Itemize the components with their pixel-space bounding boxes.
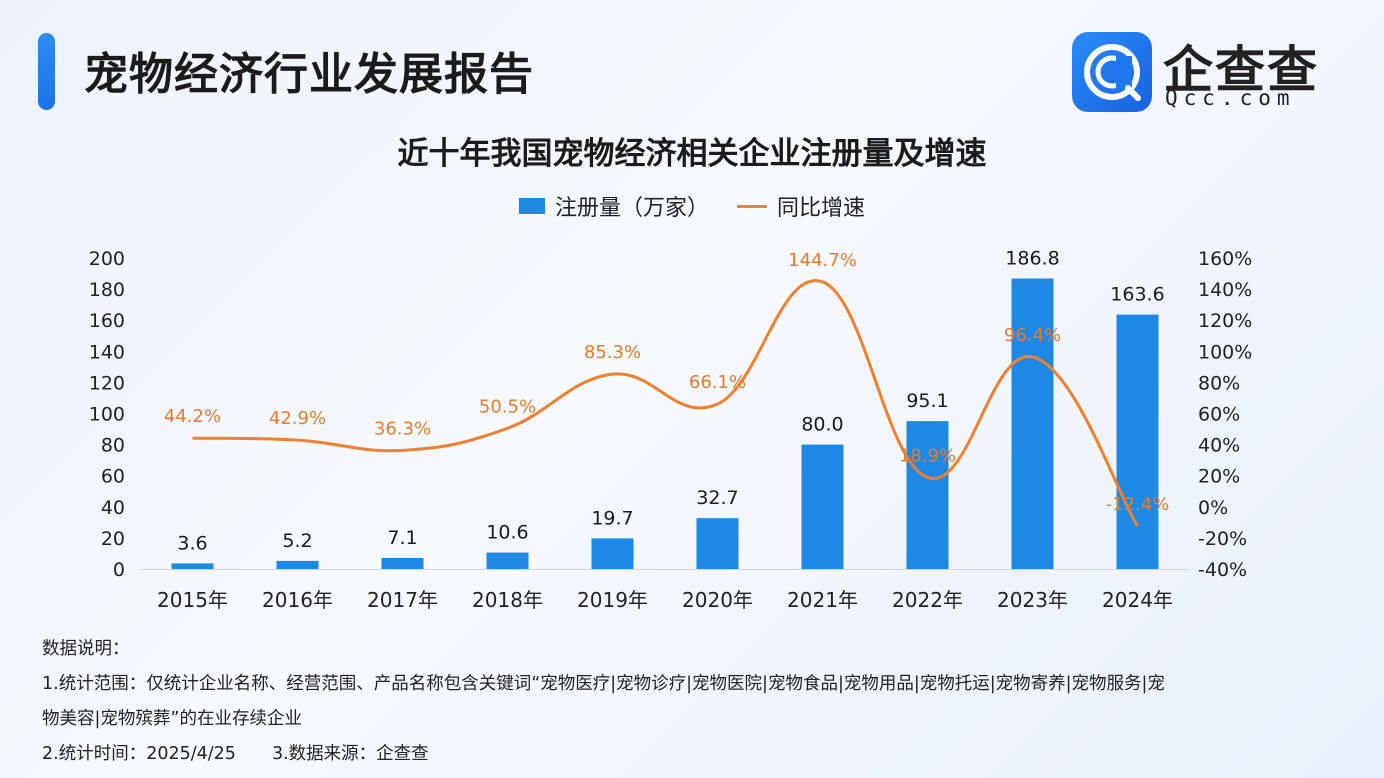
x-axis-tick-label: 2023年 [997, 588, 1068, 612]
bar [801, 444, 844, 569]
bar [1011, 278, 1054, 569]
legend-bar-label: 注册量（万家） [554, 196, 709, 221]
left-axis-tick-label: 80 [101, 435, 125, 457]
report-title: 宠物经济行业发展报告 [84, 49, 534, 100]
x-axis-tick-label: 2024年 [1102, 588, 1173, 612]
right-axis-tick-label: 120% [1198, 310, 1252, 332]
chart-title: 近十年我国宠物经济相关企业注册量及增速 [397, 136, 987, 172]
right-axis-tick-label: -40% [1198, 559, 1247, 581]
right-axis-tick-label: 0% [1198, 497, 1228, 519]
bar [1116, 314, 1159, 569]
right-axis-tick-label: 40% [1198, 435, 1240, 457]
x-axis-tick-label: 2021年 [787, 588, 858, 612]
legend-line-swatch [737, 204, 767, 208]
notes-item2: 2.统计时间：2025/4/25 [42, 744, 236, 764]
line-data-label: 50.5% [479, 396, 536, 417]
header-accent-bar [38, 33, 55, 110]
notes-heading: 数据说明： [42, 639, 130, 659]
left-axis-tick-label: 200 [89, 248, 125, 270]
x-axis-tick-label: 2016年 [262, 588, 333, 612]
line-data-label: 18.9% [899, 445, 956, 466]
left-axis-tick-label: 160 [89, 310, 125, 332]
notes-item3: 3.数据来源：企查查 [271, 744, 429, 764]
bar [906, 421, 949, 569]
left-axis-tick-label: 60 [101, 466, 125, 488]
line-data-label: -12.4% [1106, 494, 1170, 515]
bar [696, 518, 739, 569]
line-data-label: 85.3% [584, 342, 641, 363]
legend-line-label: 同比增速 [777, 196, 866, 221]
left-axis-tick-label: 180 [89, 279, 125, 301]
line-data-label: 42.9% [269, 408, 326, 429]
left-axis-tick-label: 40 [101, 497, 125, 519]
left-axis-tick-label: 140 [89, 341, 125, 363]
qcc-logo-icon [1072, 32, 1152, 112]
line-data-label: 144.7% [788, 250, 857, 271]
bar-data-label: 7.1 [387, 527, 417, 549]
bar-data-label: 163.6 [1110, 284, 1164, 306]
legend-item-bar: 注册量（万家） [518, 190, 709, 222]
bar-data-label: 80.0 [801, 414, 843, 436]
growth-rate-line [192, 279, 1139, 527]
right-axis-tick-label: 140% [1198, 279, 1252, 301]
left-axis-tick-label: 20 [101, 528, 125, 550]
right-axis-tick-label: 160% [1198, 248, 1252, 270]
left-axis-tick-label: 0 [113, 559, 125, 581]
left-axis-tick-label: 100 [89, 404, 125, 426]
legend-item-line: 同比增速 [709, 190, 865, 222]
bar-data-label: 186.8 [1005, 248, 1059, 270]
bar [276, 560, 319, 569]
x-axis-tick-label: 2018年 [472, 588, 543, 612]
notes-item1-line1: 1.统计范围：仅统计企业名称、经营范围、产品名称包含关键词“宠物医疗|宠物诊疗|… [42, 674, 1165, 694]
x-axis-tick-label: 2017年 [367, 588, 438, 612]
notes-item1-line2: 物美容|宠物殡葬”的在业存续企业 [42, 709, 302, 729]
left-axis-tick-label: 120 [89, 372, 125, 394]
line-data-label: 36.3% [374, 418, 431, 439]
notes-item2-3: 2.统计时间：2025/4/25 3.数据来源：企查查 [42, 737, 1342, 772]
x-axis-tick-label: 2019年 [577, 588, 648, 612]
bar [381, 557, 424, 569]
bar [171, 563, 214, 569]
line-data-label: 96.4% [1004, 325, 1061, 346]
data-notes: 数据说明： 1.统计范围：仅统计企业名称、经营范围、产品名称包含关键词“宠物医疗… [42, 632, 1342, 772]
x-axis-tick-label: 2020年 [682, 588, 753, 612]
chart-legend: 注册量（万家） 同比增速 [0, 190, 1384, 222]
legend-bar-swatch [518, 198, 545, 214]
bar-data-label: 95.1 [906, 390, 948, 412]
right-axis-tick-label: -20% [1198, 528, 1247, 550]
right-axis-tick-label: 80% [1198, 372, 1240, 394]
right-axis-tick-label: 20% [1198, 466, 1240, 488]
bar [591, 538, 634, 569]
bar-data-label: 3.6 [177, 532, 207, 554]
bar-data-label: 32.7 [696, 487, 738, 509]
x-axis-tick-label: 2015年 [157, 588, 228, 612]
right-axis-tick-label: 60% [1198, 404, 1240, 426]
logo-domain: Qcc.com [1165, 86, 1296, 110]
combo-chart: 0 20 40 60 80 100 120 140 160 180 200 -40% -20% 0% 20%… [89, 248, 1253, 612]
bar-data-label: 19.7 [591, 507, 633, 529]
bar [486, 552, 529, 569]
bar-data-label: 10.6 [486, 522, 528, 544]
line-data-label: 44.2% [164, 406, 221, 427]
logo-name: 企查查 [1163, 41, 1319, 99]
right-axis-tick-label: 100% [1198, 341, 1252, 363]
line-data-label: 66.1% [689, 372, 746, 393]
bar-data-label: 5.2 [282, 530, 312, 552]
x-axis-tick-label: 2022年 [892, 588, 963, 612]
